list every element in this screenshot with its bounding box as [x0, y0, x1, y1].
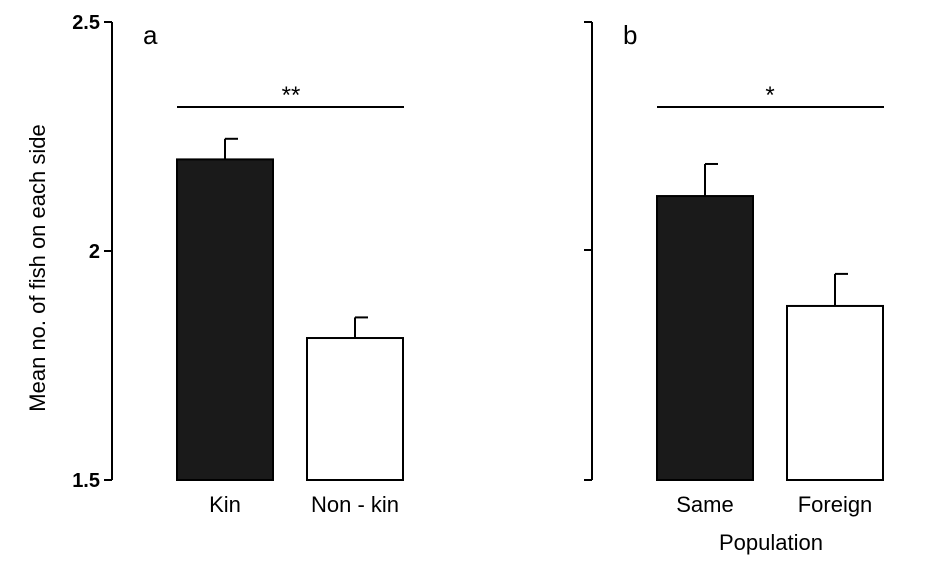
category-label-b-2: Foreign: [798, 492, 873, 517]
category-label-b-1: Same: [676, 492, 733, 517]
y-tick-label-a-3: 2.5: [72, 12, 100, 34]
bar-b-2: [786, 304, 884, 481]
panel-b: b Same Foreign * Population: [584, 20, 884, 555]
significance-label-b: *: [765, 82, 774, 109]
y-ticks-a: 1.5 2 2.5: [72, 12, 112, 492]
bar-a-2: [306, 337, 404, 481]
y-tick-label-a-1: 1.5: [72, 470, 100, 492]
category-label-a-2: Non - kin: [311, 492, 399, 517]
bars-b: Same Foreign: [656, 162, 884, 517]
bar-b-1: [656, 195, 754, 481]
significance-b: *: [657, 82, 884, 109]
bar-a-1: [176, 158, 274, 481]
bars-a: Kin Non - kin: [176, 137, 404, 517]
y-tick-label-a-2: 2: [89, 241, 100, 263]
panel-a: a 1.5 2 2.5 Kin Non - kin **: [72, 12, 404, 517]
y-axis-title: Mean no. of fish on each side: [25, 124, 50, 411]
panel-letter-a: a: [143, 20, 158, 50]
significance-a: **: [177, 82, 404, 109]
x-axis-title: Population: [719, 530, 823, 555]
significance-label-a: **: [282, 82, 301, 109]
panel-letter-b: b: [623, 20, 637, 50]
category-label-a-1: Kin: [209, 492, 241, 517]
